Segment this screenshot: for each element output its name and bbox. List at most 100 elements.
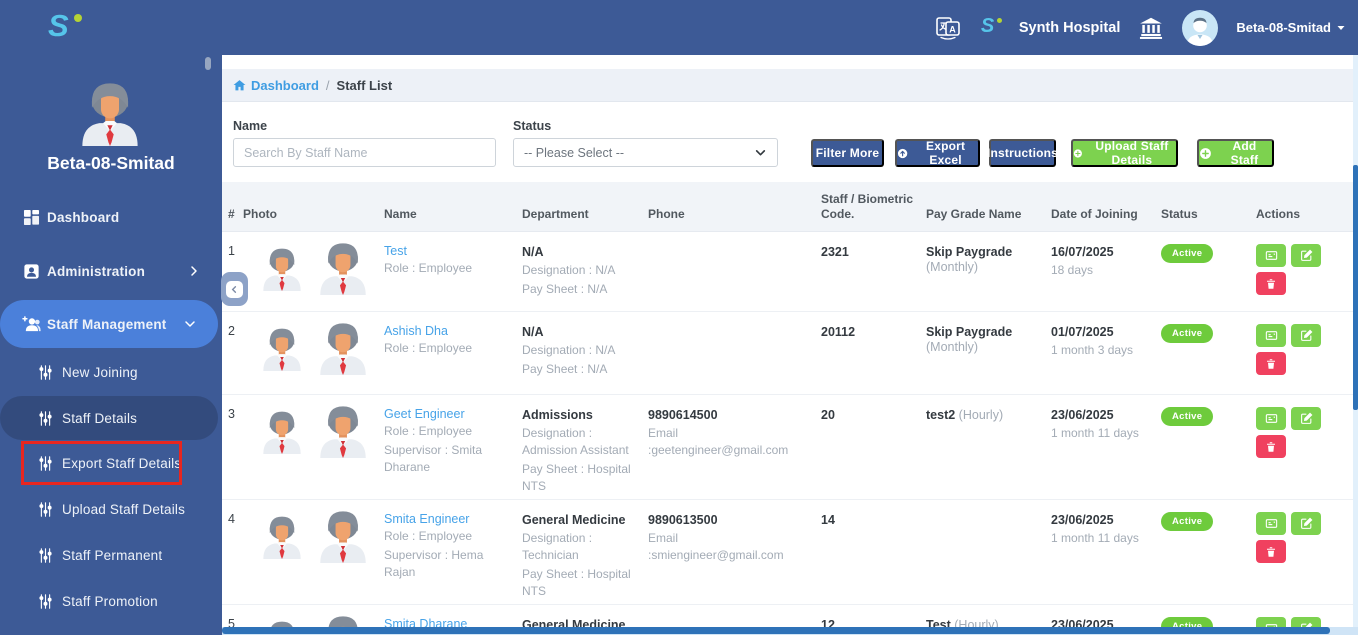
upload-staff-details-button[interactable]: Upload Staff Details [1071,139,1178,167]
edit-button[interactable] [1291,512,1321,535]
designation: Designation : Admission Assistant [522,426,629,457]
export-excel-button[interactable]: Export Excel [895,139,980,167]
staff-name-link[interactable]: Ashish Dha [384,324,448,338]
app-logo-dot [74,14,82,22]
id-card-icon [1265,414,1277,423]
sidebar-subitem-label: Staff Details [62,410,138,426]
breadcrumb-band: Dashboard / Staff List [222,69,1358,102]
sidebar-subitem-staff-permanent[interactable]: Staff Permanent [0,533,218,577]
cell-row-number: 2 [228,324,235,338]
topbar: S A S Synth Hospital [0,0,1358,55]
cell-biometric-code: 20 [821,408,835,422]
edit-button[interactable] [1291,324,1321,347]
sidebar-item-label: Administration [47,263,146,279]
caret-down-icon [1337,25,1345,30]
main-content: Dashboard / Staff List Name Status -- Pl… [222,55,1358,635]
sidebar-item-dashboard[interactable]: Dashboard [0,194,222,240]
pay-grade-type: (Monthly) [926,260,979,274]
staff-photo-small [263,411,301,454]
staff-supervisor: Supervisor : Smita Dharane [384,443,483,474]
sidebar-subitem-upload-staff-details[interactable]: Upload Staff Details [0,487,218,531]
sidebar-subitem-label: Upload Staff Details [62,501,186,517]
cell-department: N/A Designation : N/A Pay Sheet : N/A [522,312,648,394]
name-filter-label: Name [233,119,268,133]
delete-button[interactable] [1256,540,1286,563]
cell-phone [648,232,821,311]
user-menu[interactable]: Beta-08-Smitad [1236,20,1346,35]
email: Email :smiengineer@gmail.com [648,531,784,562]
view-id-card-button[interactable] [1256,244,1286,267]
cell-biometric-code: 20112 [821,325,856,339]
cell-department: Admissions Designation : Admission Assis… [522,395,648,499]
sidebar-subitem-export-staff-details[interactable]: Export Staff Details [0,441,218,485]
translate-icon[interactable]: A [933,13,963,43]
staff-name-link[interactable]: Geet Engineer [384,407,465,421]
status-filter-label: Status [513,119,552,133]
trash-icon [1267,358,1275,369]
view-id-card-button[interactable] [1256,407,1286,430]
delete-button[interactable] [1256,352,1286,375]
filter-more-button[interactable]: Filter More [811,139,884,167]
sidebar-item-staff-management[interactable]: Staff Management [0,300,218,348]
staff-name-search-input[interactable] [233,138,496,167]
cell-name: Smita Engineer Role : Employee Superviso… [384,500,522,604]
cell-date-of-joining: 01/07/2025 1 month 3 days [1051,312,1161,394]
pay-grade-name: test2 [926,408,956,422]
cell-row-number: 1 [228,244,235,258]
sidebar-scrollbar[interactable] [205,57,211,70]
edit-button[interactable] [1291,244,1321,267]
bank-icon[interactable] [1138,15,1164,41]
user-avatar[interactable] [1182,9,1219,46]
staff-name-link[interactable]: Test [384,244,407,258]
status-select-value: -- Please Select -- [524,145,625,160]
instructions-button[interactable]: Instructions [987,139,1058,167]
cell-name: Geet Engineer Role : Employee Supervisor… [384,395,522,499]
cell-row-number: 5 [228,617,235,631]
horizontal-scrollbar-thumb[interactable] [222,627,1330,634]
hospital-logo-icon: S [981,15,1007,41]
staff-photo-large [320,323,366,375]
email: Email :geetengineer@gmail.com [648,426,789,457]
sidebar-subitem-staff-promotion[interactable]: Staff Promotion [0,579,218,623]
pay-sheet: Pay Sheet : N/A [522,282,608,296]
cell-photo [243,232,384,311]
vertical-scrollbar-thumb[interactable] [1353,165,1358,410]
breadcrumb-dashboard-link[interactable]: Dashboard [233,78,319,93]
cell-biometric-code: 2321 [821,245,849,259]
edit-icon [1300,329,1312,341]
breadcrumb-current: Staff List [336,77,393,93]
view-id-card-button[interactable] [1256,324,1286,347]
cell-status: Active [1161,232,1256,311]
sidebar-collapse-button[interactable] [221,272,248,306]
sliders-icon [36,501,54,518]
joining-date: 23/06/2025 [1051,408,1114,422]
col-header-department: Department [522,207,589,221]
cell-status: Active [1161,312,1256,394]
delete-button[interactable] [1256,435,1286,458]
staff-photo-large [320,243,366,295]
col-header-paygrade: Pay Grade Name [926,207,1022,221]
delete-button[interactable] [1256,272,1286,295]
id-card-icon [1265,519,1277,528]
export-up-circle-icon [897,148,908,158]
edit-button[interactable] [1291,407,1321,430]
sidebar-subitem-new-joining[interactable]: New Joining [0,350,218,394]
department-name: General Medicine [522,513,626,527]
topbar-right: A S Synth Hospital [933,0,1346,55]
hospital-name: Synth Hospital [1018,19,1121,36]
app-logo[interactable]: S [48,8,94,48]
staff-photo-small [263,328,301,371]
sidebar-item-administration[interactable]: Administration [0,248,222,294]
sidebar: Beta-08-Smitad Dashboard Admin [0,55,222,635]
designation: Designation : Technician [522,531,593,562]
view-id-card-button[interactable] [1256,512,1286,535]
chevron-right-icon [188,265,200,277]
sidebar-subitem-staff-details[interactable]: Staff Details [0,396,218,440]
select-chevron-icon [755,150,766,156]
edit-icon [1300,412,1312,424]
add-staff-button[interactable]: Add Staff [1197,139,1274,167]
trash-icon [1267,278,1275,289]
status-select[interactable]: -- Please Select -- [513,138,778,167]
staff-name-link[interactable]: Smita Engineer [384,512,470,526]
col-header-actions: Actions [1256,207,1301,221]
